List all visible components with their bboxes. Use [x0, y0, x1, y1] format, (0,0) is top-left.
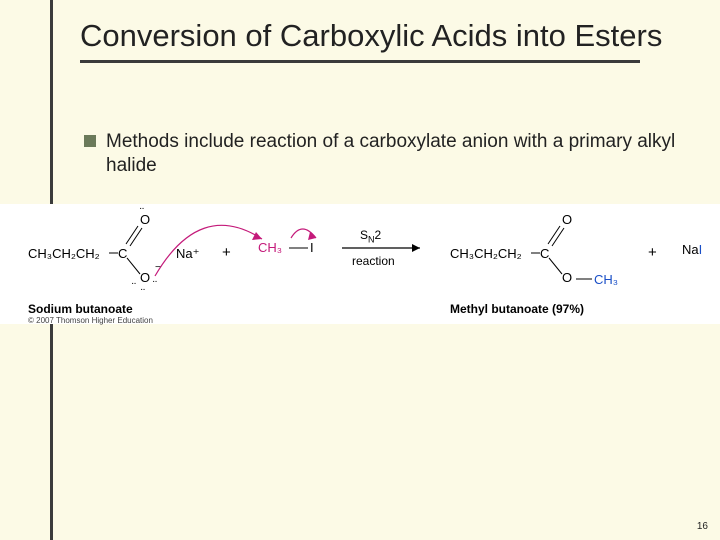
lone-pair-4: ··: [152, 276, 157, 287]
label-methyl-butanoate: Methyl butanoate (97%): [450, 302, 584, 316]
minus-charge: −: [155, 262, 161, 273]
bullet-row: Methods include reaction of a carboxylat…: [84, 130, 680, 178]
plus-2: +: [648, 244, 657, 261]
anion-o: O: [140, 270, 150, 285]
methyl-pink: CH₃: [258, 240, 282, 255]
sn2-label-top: SN2: [360, 228, 381, 244]
nai: NaI: [682, 242, 702, 257]
iodine: I: [310, 240, 314, 255]
label-sodium-butanoate: Sodium butanoate: [28, 302, 133, 316]
lone-pair-3: ··: [140, 284, 145, 295]
sn2-label-bottom: reaction: [352, 254, 395, 268]
lone-pair-1: ··: [139, 203, 144, 214]
page-number: 16: [697, 521, 708, 532]
title-underline: [80, 60, 640, 63]
bullet-text: Methods include reaction of a carboxylat…: [106, 130, 680, 178]
square-bullet-icon: [84, 135, 96, 147]
product-methyl-blue: CH₃: [594, 272, 618, 287]
slide-title: Conversion of Carboxylic Acids into Este…: [80, 18, 690, 54]
product-o-double: O: [562, 212, 572, 227]
sodium-cation: Na⁺: [176, 246, 199, 262]
reaction-diagram: CH₃CH₂CH₂ C: [0, 204, 720, 324]
title-block: Conversion of Carboxylic Acids into Este…: [80, 18, 690, 63]
product-c: C: [540, 246, 549, 261]
lone-pair-2: ··: [131, 278, 136, 289]
carbonyl-o: O: [140, 212, 150, 227]
product-chain: CH₃CH₂CH₂: [450, 246, 522, 261]
copyright-text: © 2007 Thomson Higher Education: [28, 316, 153, 325]
product-o-single: O: [562, 270, 572, 285]
plus-1: +: [222, 244, 231, 261]
